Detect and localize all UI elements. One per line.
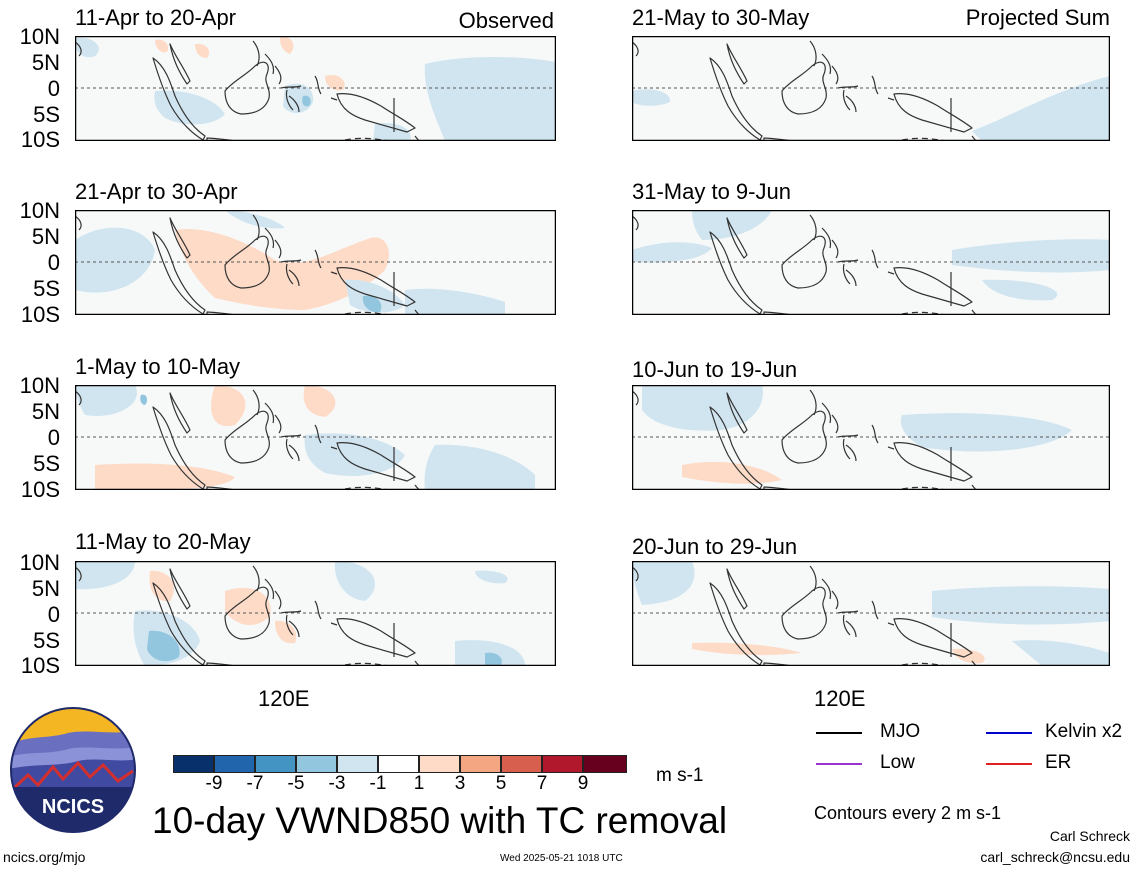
colorbar-label: -5: [287, 773, 305, 794]
legend-label-kelvin: Kelvin x2: [1045, 721, 1123, 742]
lat-label: 10S: [20, 477, 60, 502]
colorbar-label: -7: [246, 773, 264, 794]
lat-label: 5S: [33, 628, 60, 653]
lat-label: 0: [47, 250, 60, 275]
colorbar-label: 7: [536, 773, 548, 794]
panel-title-left-2: 21-Apr to 30-Apr: [75, 179, 238, 204]
footer-author: Carl Schreck: [1049, 828, 1130, 844]
panel-title-right-3: 10-Jun to 19-Jun: [632, 357, 798, 382]
lat-label: 5N: [31, 50, 60, 75]
legend-line-mjo: [816, 732, 862, 734]
lat-label: 10S: [20, 653, 60, 678]
lat-label: 5N: [31, 576, 60, 601]
colorbar-units: m s-1: [656, 765, 704, 786]
legend-label-er: ER: [1045, 752, 1072, 773]
footer-email[interactable]: carl_schreck@ncsu.edu: [980, 849, 1130, 865]
legend-line-er: [986, 763, 1032, 765]
map-panel-right-3: [632, 385, 1110, 490]
lat-label: 10N: [19, 24, 60, 49]
lat-label: 5S: [33, 276, 60, 301]
main-title: 10-day VWND850 with TC removal: [152, 800, 728, 841]
projected-sum-label: Projected Sum: [965, 5, 1110, 30]
map-panel-left-3: [75, 385, 556, 490]
panel-title-left-1: 11-Apr to 20-Apr: [75, 5, 237, 30]
lat-label: 5S: [33, 451, 60, 476]
lat-label: 10N: [19, 198, 60, 223]
colorbar-swatch: [460, 755, 501, 773]
colorbar-label: -3: [328, 773, 346, 794]
colorbar-swatch: [255, 755, 296, 773]
observed-label: Observed: [458, 8, 554, 33]
colorbar-swatch: [214, 755, 255, 773]
legend-line-low: [816, 763, 862, 765]
colorbar-swatch: [173, 755, 214, 773]
colorbar-label: -1: [369, 773, 387, 794]
legend-label-mjo: MJO: [880, 721, 921, 742]
lon-label-left: 120E: [258, 686, 310, 711]
lat-label: 10S: [20, 127, 60, 152]
panel-title-right-2: 31-May to 9-Jun: [632, 179, 791, 204]
contours-note: Contours every 2 m s-1: [814, 803, 1002, 823]
legend-label-low: Low: [880, 752, 915, 773]
panel-title-left-4: 11-May to 20-May: [75, 529, 251, 554]
map-panel-left-2: [75, 210, 556, 315]
colorbar-label: -9: [205, 773, 223, 794]
colorbar: -9 -7 -5 -3 -1 1 3 5 7 9: [173, 755, 627, 795]
lat-label: 0: [47, 602, 60, 627]
legend-line-kelvin: [986, 732, 1032, 734]
map-panel-right-2: [632, 210, 1110, 315]
colorbar-swatch: [378, 755, 419, 773]
colorbar-swatch: [583, 755, 627, 773]
colorbar-swatch: [501, 755, 542, 773]
lat-label: 5S: [33, 102, 60, 127]
panel-title-left-3: 1-May to 10-May: [75, 354, 241, 379]
map-panel-left-1: [75, 36, 556, 141]
colorbar-label: 5: [495, 773, 507, 794]
map-panel-right-4: [632, 561, 1110, 666]
panel-title-right-1: 21-May to 30-May: [632, 5, 810, 30]
lat-label: 0: [47, 76, 60, 101]
logo-text: NCICS: [42, 796, 104, 818]
lat-label: 10N: [19, 373, 60, 398]
colorbar-swatch: [296, 755, 337, 773]
lat-label: 10N: [19, 550, 60, 575]
panel-title-right-4: 20-Jun to 29-Jun: [632, 534, 798, 559]
footer-site[interactable]: ncics.org/mjo: [3, 849, 86, 865]
colorbar-label: 1: [413, 773, 425, 794]
footer-timestamp: Wed 2025-05-21 1018 UTC: [500, 853, 623, 864]
ncics-logo: NCICS: [10, 707, 136, 833]
lon-label-right: 120E: [814, 686, 866, 711]
lat-label: 0: [47, 425, 60, 450]
colorbar-swatch: [337, 755, 378, 773]
colorbar-swatch: [419, 755, 460, 773]
map-panel-left-4: [75, 561, 556, 666]
lat-label: 5N: [31, 399, 60, 424]
lat-label: 5N: [31, 224, 60, 249]
lat-label: 10S: [20, 302, 60, 327]
colorbar-label: 9: [577, 773, 589, 794]
colorbar-label: 3: [454, 773, 466, 794]
map-panel-right-1: [632, 36, 1110, 141]
colorbar-swatch: [542, 755, 583, 773]
